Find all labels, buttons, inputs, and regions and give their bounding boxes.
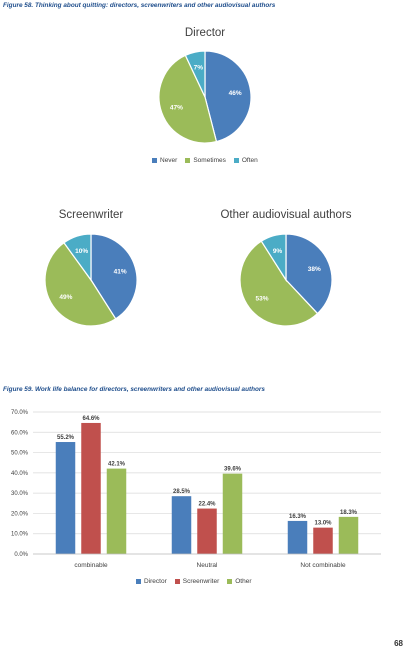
bar-neutral-screenwriter xyxy=(197,508,217,554)
bar-legend-label: Other xyxy=(235,578,252,585)
bar-x-category-label: combinable xyxy=(74,562,108,569)
bar-y-tick-label: 60.0% xyxy=(11,430,29,436)
bar-data-label: 55.2% xyxy=(57,435,75,441)
bar-data-label: 42.1% xyxy=(108,462,126,468)
bar-y-tick-label: 0.0% xyxy=(14,552,28,558)
bar-x-category-label: Neutral xyxy=(197,562,219,569)
bar-data-label: 13.0% xyxy=(314,521,332,527)
bar-legend-item-director: Director xyxy=(136,578,167,585)
bar-y-tick-label: 50.0% xyxy=(11,451,29,457)
pie-label-director-sometimes: 47% xyxy=(170,104,183,111)
figure-58-caption: Figure 58. Thinking about quitting: dire… xyxy=(3,2,276,9)
pie-label-screenwriter-often: 10% xyxy=(75,248,88,255)
bar-not-combinable-other xyxy=(338,516,359,554)
bar-not-combinable-director xyxy=(287,520,308,554)
figure-59-caption: Figure 59. Work life balance for directo… xyxy=(3,386,265,393)
pie-legend-item-often: Often xyxy=(233,157,258,164)
pie-legend-label: Never xyxy=(160,157,178,164)
bar-data-label: 18.3% xyxy=(340,510,358,516)
bar-y-tick-label: 30.0% xyxy=(11,491,29,497)
pie-legend-swatch xyxy=(233,158,239,163)
bar-y-tick-label: 20.0% xyxy=(11,511,29,517)
page-number: 68 xyxy=(394,639,403,648)
bar-y-tick-label: 10.0% xyxy=(11,532,29,538)
bar-y-tick-label: 70.0% xyxy=(11,410,29,416)
pie-label-director-never: 46% xyxy=(229,90,242,97)
bar-x-category-label: Not combinable xyxy=(300,562,346,569)
pie-legend-swatch xyxy=(185,158,191,163)
bar-legend-label: Director xyxy=(144,578,167,585)
pie-legend-label: Sometimes xyxy=(193,157,226,164)
pie-slice-screenwriter-never xyxy=(90,233,138,320)
pie-label-other-authors-often: 9% xyxy=(273,248,283,255)
pie-slice-screenwriter-often xyxy=(63,233,92,282)
bar-combinable-screenwriter xyxy=(81,422,101,554)
pie-slice-screenwriter-sometimes xyxy=(44,241,117,327)
bar-data-label: 39.6% xyxy=(224,467,242,473)
bar-legend-item-other: Other xyxy=(227,578,252,585)
pie-legend-swatch xyxy=(152,158,157,163)
pie-slice-other-authors-often xyxy=(260,233,287,283)
bar-legend-label: Screenwriter xyxy=(182,578,220,585)
pie-legend-label: Often xyxy=(241,157,258,164)
bar-legend-swatch xyxy=(227,579,233,584)
pie-label-director-often: 7% xyxy=(194,64,204,71)
bar-legend-swatch xyxy=(174,579,180,584)
bar-neutral-director xyxy=(171,496,192,554)
pie-label-other-authors-never: 38% xyxy=(308,266,321,273)
pie-label-screenwriter-never: 41% xyxy=(114,269,127,276)
bar-data-label: 22.4% xyxy=(198,502,216,508)
pie-legend: Never Sometimes Often xyxy=(152,157,258,164)
bar-combinable-director xyxy=(55,442,76,554)
pie-label-screenwriter-sometimes: 49% xyxy=(59,294,72,301)
bar-combinable-other xyxy=(106,468,127,554)
pie-legend-item-never: Never xyxy=(152,157,177,164)
pie-legend-item-sometimes: Sometimes xyxy=(185,157,226,164)
bar-legend: Director Screenwriter Other xyxy=(136,578,252,585)
bar-not-combinable-screenwriter xyxy=(313,527,333,554)
pie-slice-other-authors-sometimes xyxy=(239,240,319,327)
pie-slice-other-authors-never xyxy=(285,233,333,315)
bar-y-tick-label: 40.0% xyxy=(11,471,29,477)
bar-data-label: 16.3% xyxy=(289,514,307,520)
bar-neutral-other xyxy=(222,473,243,554)
bar-data-label: 64.6% xyxy=(82,416,100,422)
bar-legend-swatch xyxy=(136,579,141,584)
pie-slice-director-often xyxy=(184,50,206,98)
pie-title-screenwriter: Screenwriter xyxy=(58,209,124,221)
bar-data-label: 28.5% xyxy=(173,489,191,495)
pie-title-director: Director xyxy=(184,27,226,39)
pie-title-other-authors: Other audiovisual authors xyxy=(220,209,352,221)
pie-slice-director-never xyxy=(204,50,252,143)
pie-slice-director-sometimes xyxy=(158,54,218,144)
bar-legend-item-screenwriter: Screenwriter xyxy=(174,578,220,585)
pie-label-other-authors-sometimes: 53% xyxy=(256,296,269,303)
